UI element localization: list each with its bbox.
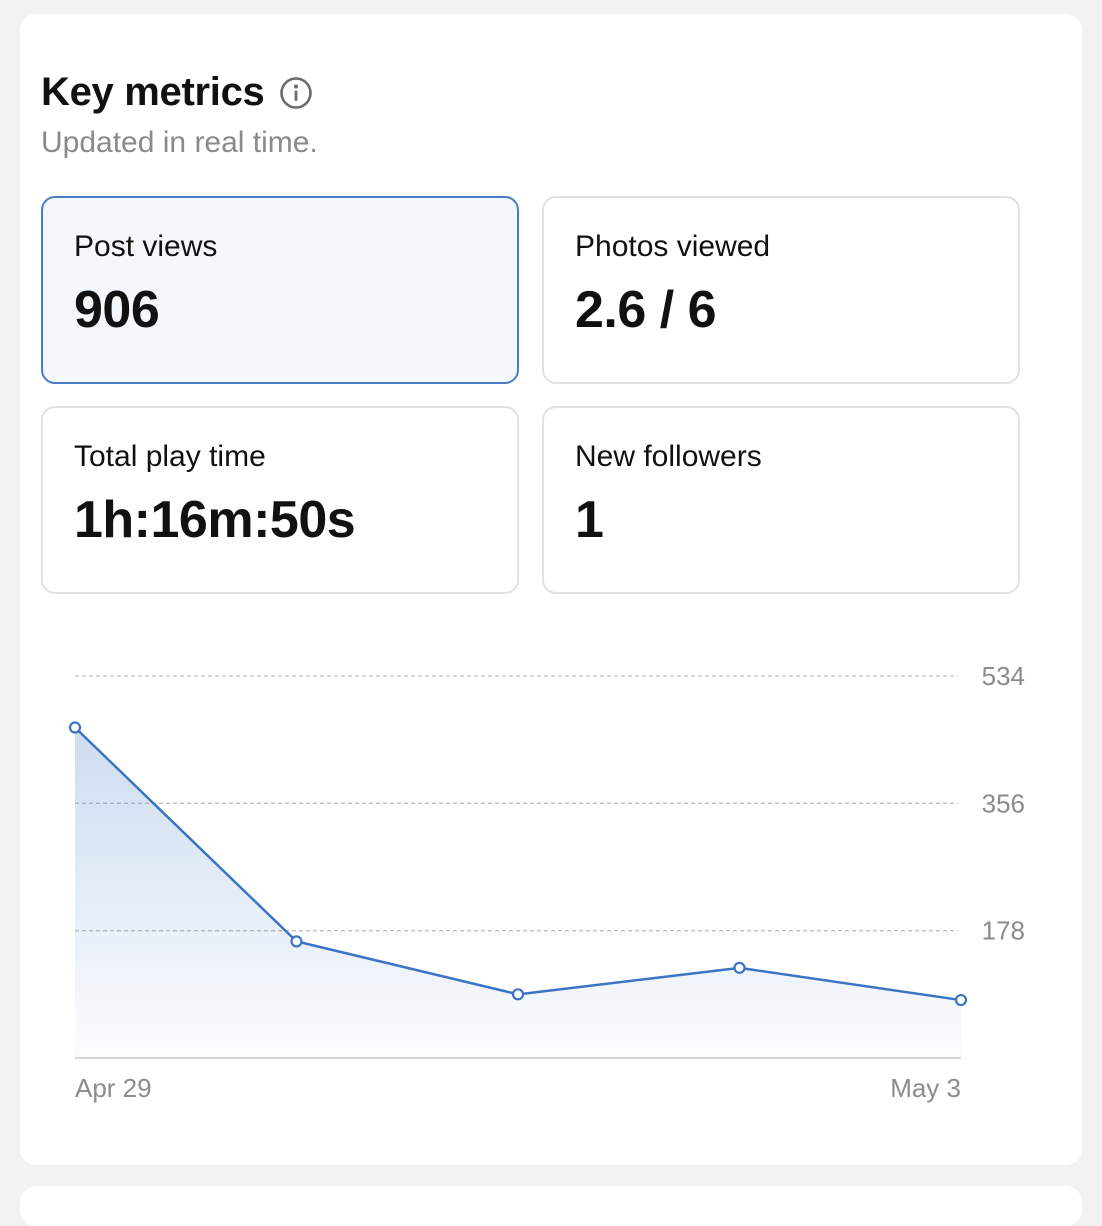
data-point [954,993,968,1007]
metric-card-total-play-time[interactable]: Total play time 1h:16m:50s [41,406,519,594]
metric-value: 1 [575,491,604,549]
post-views-chart: 178 356 534 Apr 29 May 3 [68,661,1025,1103]
y-tick-label: 356 [982,788,1025,818]
metric-card-new-followers[interactable]: New followers 1 [542,406,1020,594]
data-point [511,988,525,1001]
x-tick-label: May 3 [890,1073,961,1103]
metric-value: 1h:16m:50s [74,491,356,549]
next-card [20,1186,1082,1226]
metric-card-photos-viewed[interactable]: Photos viewed 2.6 / 6 [542,196,1020,384]
title-row: Key metrics [41,70,313,115]
y-tick-label: 534 [982,661,1025,691]
y-tick-label: 178 [982,916,1025,946]
metric-card-post-views[interactable]: Post views 906 [41,196,519,384]
subtitle: Updated in real time. [41,126,318,159]
info-icon[interactable] [279,76,313,110]
data-point [290,935,303,948]
page-title: Key metrics [41,70,265,114]
series-area [75,727,961,1058]
metric-value: 906 [74,281,160,339]
metric-label: Photos viewed [575,230,771,263]
metric-label: New followers [575,440,762,473]
data-point [733,961,746,974]
x-tick-label: Apr 29 [75,1073,152,1103]
metric-value: 2.6 / 6 [575,281,717,339]
metric-label: Total play time [74,440,266,473]
data-point [68,721,82,734]
metric-label: Post views [74,230,218,263]
